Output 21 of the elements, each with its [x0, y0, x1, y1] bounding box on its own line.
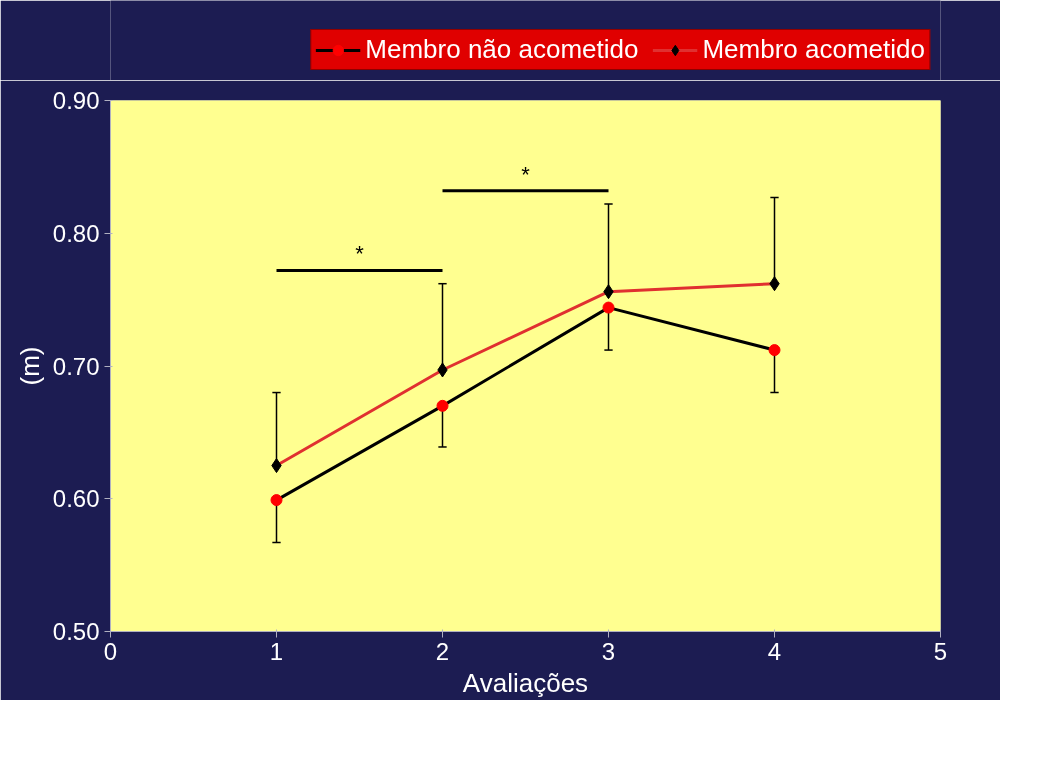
x-tick-label: 0	[103, 637, 118, 665]
y-axis-title: (m)	[14, 346, 45, 386]
annotation: *	[355, 241, 365, 267]
legend-label: Membro acometido	[702, 34, 925, 65]
y-tick-label: 0.90	[52, 87, 100, 114]
y-tick-label: 0.70	[52, 352, 100, 380]
point	[768, 344, 781, 357]
x-tick-label: 1	[269, 637, 284, 665]
point	[602, 301, 615, 314]
x-tick-label: 2	[435, 637, 450, 665]
point	[270, 494, 283, 507]
point	[436, 399, 449, 412]
annotation: *	[521, 161, 531, 187]
x-tick-label: 3	[601, 637, 616, 665]
y-tick-label: 0.50	[52, 618, 100, 645]
x-axis-title: Avaliações	[462, 667, 589, 698]
y-tick-label: 0.60	[52, 485, 100, 513]
y-tick-label: 0.80	[52, 219, 100, 247]
x-tick-label: 4	[767, 637, 782, 665]
legend-label: Membro não acometido	[365, 34, 639, 65]
x-tick-label: 5	[933, 637, 948, 665]
